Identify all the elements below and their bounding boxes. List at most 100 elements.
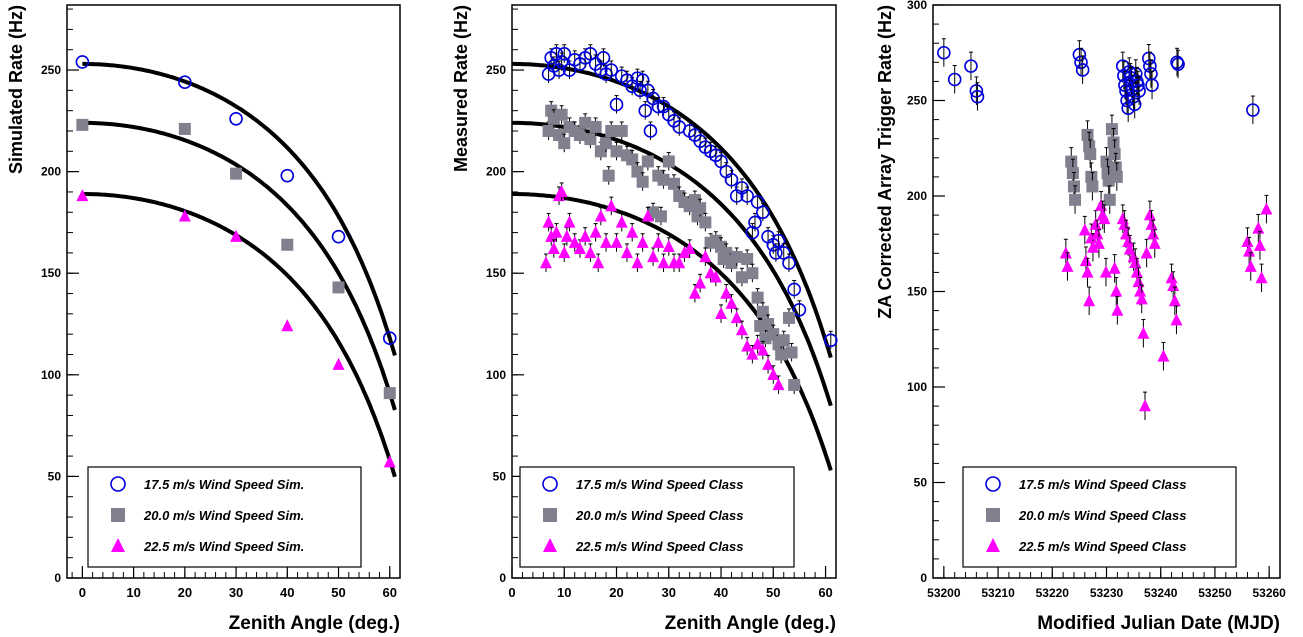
data-point: [735, 323, 748, 336]
data-point: [1132, 275, 1145, 288]
data-point: [1105, 123, 1118, 136]
x-tick-label: 60: [818, 585, 832, 600]
data-point: [1108, 147, 1121, 160]
data-point: [1145, 217, 1158, 230]
fit-curve: [82, 120, 397, 411]
y-tick-label: 150: [907, 285, 927, 299]
legend-box: [87, 466, 362, 568]
data-point: [573, 129, 586, 142]
legend-box: [962, 466, 1237, 568]
data-point: [75, 55, 90, 69]
data-point: [657, 256, 670, 269]
data-point: [554, 55, 569, 69]
data-point: [788, 378, 801, 391]
data-point: [1241, 234, 1254, 248]
y-tick-label: 250: [41, 63, 61, 77]
x-tick-label: 50: [766, 585, 780, 600]
data-point: [633, 83, 647, 98]
data-point: [1145, 78, 1159, 93]
legend-marker: [111, 508, 125, 522]
data-point: [600, 137, 613, 150]
data-point: [558, 245, 571, 259]
x-tick-label: 10: [126, 585, 140, 600]
data-point: [756, 205, 770, 220]
data-point: [76, 189, 89, 202]
y-tick-label: 150: [486, 266, 506, 280]
data-point: [542, 215, 555, 228]
data-point: [1122, 234, 1135, 248]
y-tick-label: 0: [54, 571, 61, 585]
data-point: [615, 215, 628, 228]
legend-marker: [543, 537, 557, 553]
data-point: [688, 286, 701, 299]
fit-curve: [82, 61, 397, 356]
data-point: [229, 111, 243, 126]
data-point: [1065, 155, 1078, 168]
data-point: [626, 153, 639, 166]
data-point: [683, 241, 696, 255]
data-point: [1253, 238, 1266, 251]
panel-simulated-rate: 0 10 20 30 40 50 60 0 50 100 150 200 250 Zenith Angle…: [6, 4, 401, 634]
data-point: [631, 256, 644, 269]
y-tick-label: 50: [493, 469, 507, 483]
data-point: [1123, 242, 1136, 255]
legend-marker: [110, 476, 126, 492]
x-tick-label: 50: [331, 585, 345, 600]
x-axis-title: Zenith Angle (deg.): [229, 613, 400, 634]
data-point: [178, 209, 191, 222]
data-point: [331, 229, 346, 244]
data-point: [1092, 236, 1105, 249]
data-point: [767, 328, 780, 341]
data-point: [662, 239, 675, 252]
legend-box: [519, 466, 795, 568]
data-point: [638, 103, 653, 118]
data-point: [592, 256, 605, 269]
data-point: [668, 177, 680, 190]
legend-entry: 22.5 m/s Wind Speed Class: [575, 539, 744, 554]
data-point: [573, 241, 586, 255]
data-point: [1148, 236, 1161, 249]
data-point: [746, 347, 759, 360]
data-point: [1118, 217, 1131, 230]
data-point: [280, 168, 295, 183]
panel-za-corrected-rate: 53200 53210 53220 53230 53240 53250 53260 0 50 10…: [875, 0, 1286, 634]
data-point: [1252, 221, 1265, 234]
y-axis-title: Simulated Rate (Hz): [6, 5, 26, 174]
data-point: [662, 155, 675, 168]
y-axis-title: ZA Corrected Array Trigger Rate (Hz): [875, 5, 895, 319]
data-point: [1086, 180, 1099, 193]
data-point: [584, 133, 597, 146]
data-point: [745, 225, 760, 240]
data-point: [699, 250, 712, 263]
legend-entry: 22.5 m/s Wind Speed Sim.: [143, 539, 304, 554]
data-point: [937, 45, 951, 60]
data-point: [735, 271, 748, 284]
legend-marker: [985, 476, 1001, 492]
data-point: [756, 305, 769, 318]
x-tick-label: 10: [557, 585, 571, 600]
data-point: [782, 311, 795, 324]
legend-entry: 17.5 m/s Wind Speed Class: [1019, 477, 1187, 492]
data-point: [1099, 265, 1112, 278]
data-point: [1138, 399, 1151, 412]
x-axis-title: Zenith Angle (deg.): [665, 613, 836, 634]
data-point: [589, 225, 602, 238]
data-point: [740, 189, 754, 203]
data-point: [699, 216, 712, 229]
data-point: [230, 167, 243, 180]
legend-marker: [542, 476, 558, 492]
data-point: [332, 357, 345, 370]
legend-entry: 17.5 m/s Wind Speed Sim.: [144, 477, 304, 492]
data-point: [720, 246, 733, 259]
data-point: [1121, 101, 1135, 115]
data-point: [605, 124, 618, 137]
data-point: [694, 276, 707, 289]
data-point: [1111, 303, 1124, 316]
data-point: [652, 235, 665, 248]
data-point: [560, 229, 573, 242]
data-point: [605, 199, 618, 212]
data-point: [550, 225, 563, 238]
y-tick-label: 300: [907, 0, 927, 12]
legend-entry: 20.0 m/s Wind Speed Class: [1018, 508, 1187, 523]
